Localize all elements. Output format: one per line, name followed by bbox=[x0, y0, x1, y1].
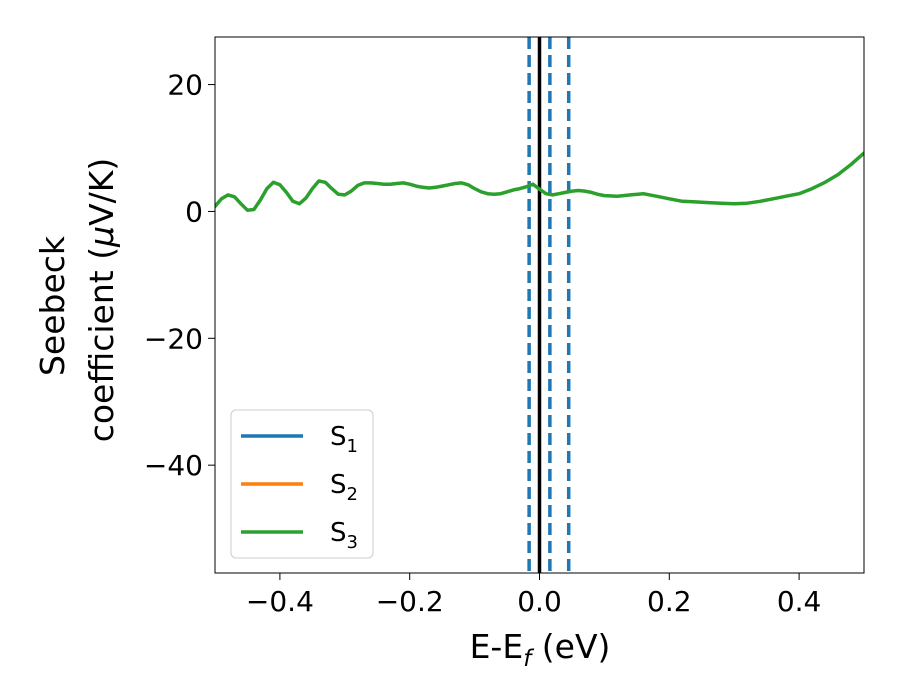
y-axis-label-line2: coefficient (μV/K) bbox=[82, 158, 121, 443]
y-axis-ticks: 20 0 −20 −40 bbox=[144, 69, 215, 482]
x-tick-label: −0.2 bbox=[376, 585, 444, 618]
y-tick-label: −20 bbox=[144, 322, 203, 355]
x-axis-label-sub: f bbox=[523, 646, 534, 672]
y-axis-label-line2-b: V/K) bbox=[82, 158, 121, 226]
legend: S1 S2 S3 bbox=[230, 409, 374, 559]
x-axis-ticks: −0.4 −0.2 0.0 0.2 0.4 bbox=[246, 573, 821, 618]
vertical-lines bbox=[527, 37, 571, 573]
y-axis-label-mu: μ bbox=[82, 226, 121, 248]
x-tick-label: 0.2 bbox=[647, 585, 692, 618]
series-line-s3 bbox=[215, 151, 864, 212]
legend-label-s1: S1 bbox=[330, 422, 358, 457]
y-tick-label: −40 bbox=[144, 449, 203, 482]
series-lines bbox=[215, 151, 864, 212]
y-axis-label-line1: Seebeck bbox=[33, 235, 72, 376]
y-axis-label-line2-a: coefficient ( bbox=[82, 247, 121, 442]
legend-label-s2: S2 bbox=[330, 470, 358, 505]
y-tick-label: 20 bbox=[167, 69, 203, 102]
x-axis-label: E-Ef (eV) bbox=[470, 627, 611, 672]
x-tick-label: 0.0 bbox=[517, 585, 562, 618]
x-axis-label-unit: (eV) bbox=[531, 627, 610, 666]
y-tick-label: 0 bbox=[185, 195, 203, 228]
x-axis-label-main: E-E bbox=[470, 627, 524, 666]
x-tick-label: 0.4 bbox=[777, 585, 822, 618]
legend-label-s3: S3 bbox=[330, 518, 358, 553]
x-tick-label: −0.4 bbox=[246, 585, 314, 618]
